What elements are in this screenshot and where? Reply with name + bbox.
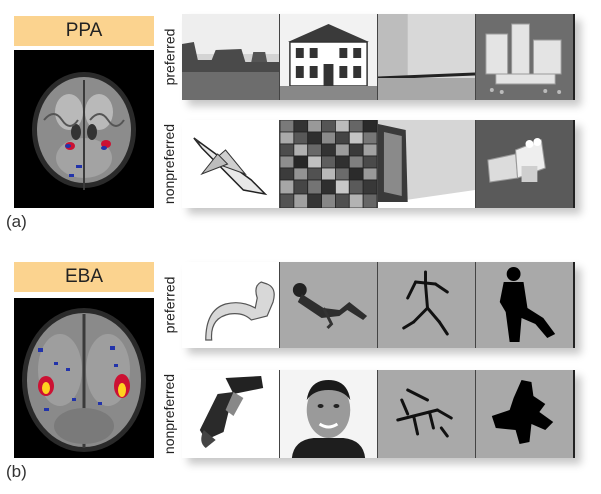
desert-buttes-photo xyxy=(182,14,280,100)
image-strip-preferred-b xyxy=(182,262,575,348)
panel-caption-b: (b) xyxy=(6,462,27,481)
panel-a: PPA preferred xyxy=(0,0,601,240)
panel-caption-a: (a) xyxy=(6,212,27,231)
row-label-preferred-b: preferred xyxy=(161,276,177,334)
single-lego-object xyxy=(476,120,575,208)
region-label-ppa: PPA xyxy=(14,16,154,46)
brain-scan-ppa xyxy=(14,50,154,208)
row-label-nonpreferred-b: nonpreferred xyxy=(161,373,178,455)
house-facade-photo xyxy=(280,14,378,100)
row-label-nonpreferred: nonpreferred xyxy=(161,123,178,205)
brain-scan-eba xyxy=(14,298,154,458)
hammer-photo xyxy=(182,370,280,458)
scrambled-mosaic xyxy=(280,120,378,208)
close-up-object-photo xyxy=(378,120,476,208)
stick-figure-body xyxy=(378,262,476,348)
reclining-person-photo xyxy=(280,262,378,348)
space-shuttle-photo xyxy=(182,120,280,208)
row-label-preferred: preferred xyxy=(161,28,177,86)
scrambled-stick-figure xyxy=(378,370,476,458)
face-photo xyxy=(280,370,378,458)
lego-blocks-scene xyxy=(476,14,575,100)
flexed-arm-photo xyxy=(182,262,280,348)
scrambled-silhouette xyxy=(476,370,575,458)
panel-b: EBA preferred xyxy=(0,250,601,494)
empty-room-photo xyxy=(378,14,476,100)
body-silhouette xyxy=(476,262,575,348)
region-label-eba: EBA xyxy=(14,262,154,292)
image-strip-nonpreferred xyxy=(182,120,575,208)
image-strip-preferred xyxy=(182,14,575,100)
image-strip-nonpreferred-b xyxy=(182,370,575,458)
